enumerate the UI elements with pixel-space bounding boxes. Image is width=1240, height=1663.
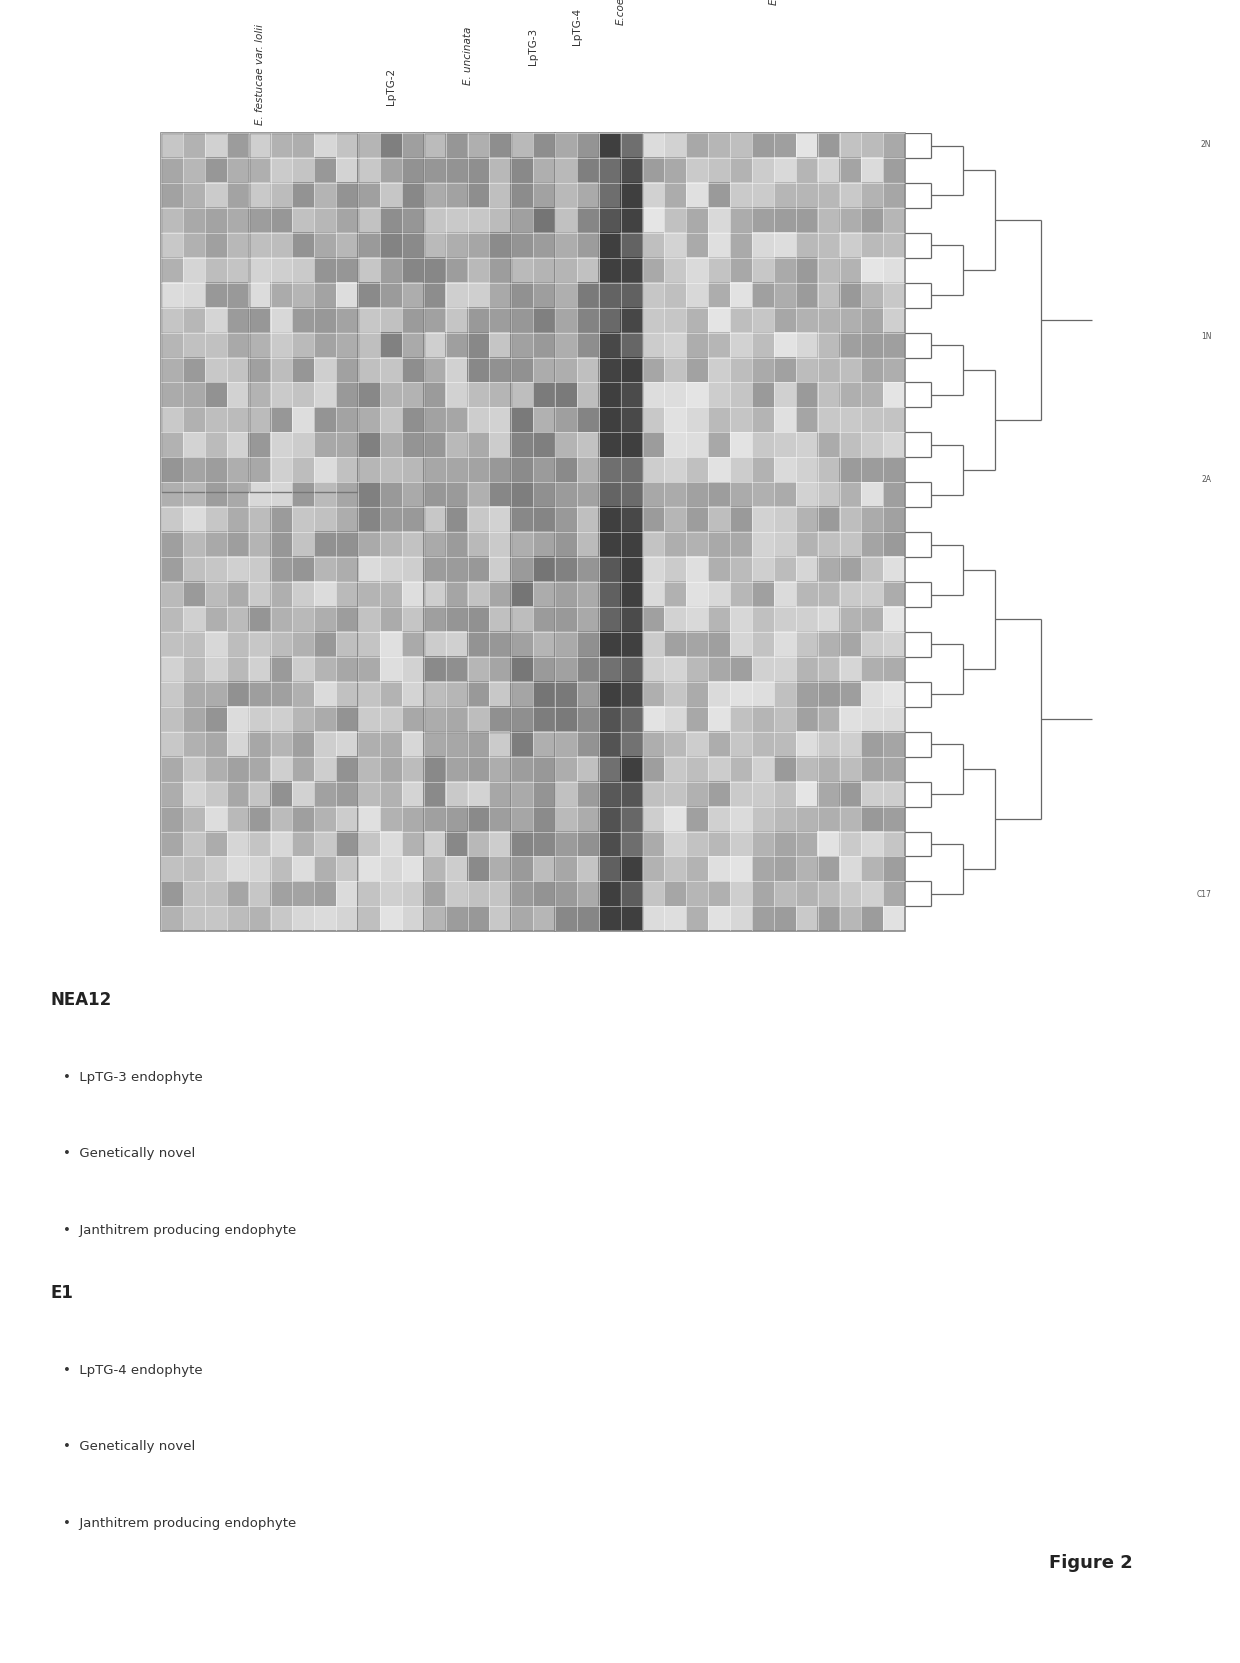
Text: •  LpTG-4 endophyte: • LpTG-4 endophyte: [63, 1364, 203, 1377]
Bar: [556, 133, 599, 931]
Bar: [161, 133, 358, 931]
Bar: [511, 133, 556, 931]
Text: E. uncinata: E. uncinata: [463, 27, 472, 85]
Text: LpTG-4: LpTG-4: [572, 8, 582, 45]
Bar: [424, 133, 511, 732]
Text: C17: C17: [1197, 890, 1211, 900]
Text: •  Janthitrem producing endophyte: • Janthitrem producing endophyte: [63, 1517, 296, 1530]
Text: E. festucae var. lolii: E. festucae var. lolii: [254, 23, 264, 125]
Text: NEA12: NEA12: [51, 991, 112, 1009]
Text: Epichloe spp.: Epichloe spp.: [769, 0, 779, 5]
Text: 2N: 2N: [1202, 140, 1211, 150]
Text: •  Genetically novel: • Genetically novel: [63, 1440, 196, 1453]
Text: Figure 2: Figure 2: [1049, 1555, 1133, 1572]
Text: •  Genetically novel: • Genetically novel: [63, 1147, 196, 1161]
Bar: [358, 133, 424, 931]
Text: •  LpTG-3 endophyte: • LpTG-3 endophyte: [63, 1071, 203, 1084]
Text: LpTG-3: LpTG-3: [528, 28, 538, 65]
Bar: [424, 133, 511, 931]
Bar: [161, 133, 249, 492]
Text: E1: E1: [51, 1284, 73, 1302]
Text: LpTG-2: LpTG-2: [386, 68, 396, 105]
Bar: [249, 133, 358, 492]
Bar: [599, 133, 642, 931]
Text: •  Janthitrem producing endophyte: • Janthitrem producing endophyte: [63, 1224, 296, 1237]
Text: 1N: 1N: [1202, 331, 1211, 341]
Bar: [642, 133, 905, 931]
Text: 2A: 2A: [1202, 476, 1211, 484]
Text: E.coenophiala: E.coenophiala: [616, 0, 626, 25]
